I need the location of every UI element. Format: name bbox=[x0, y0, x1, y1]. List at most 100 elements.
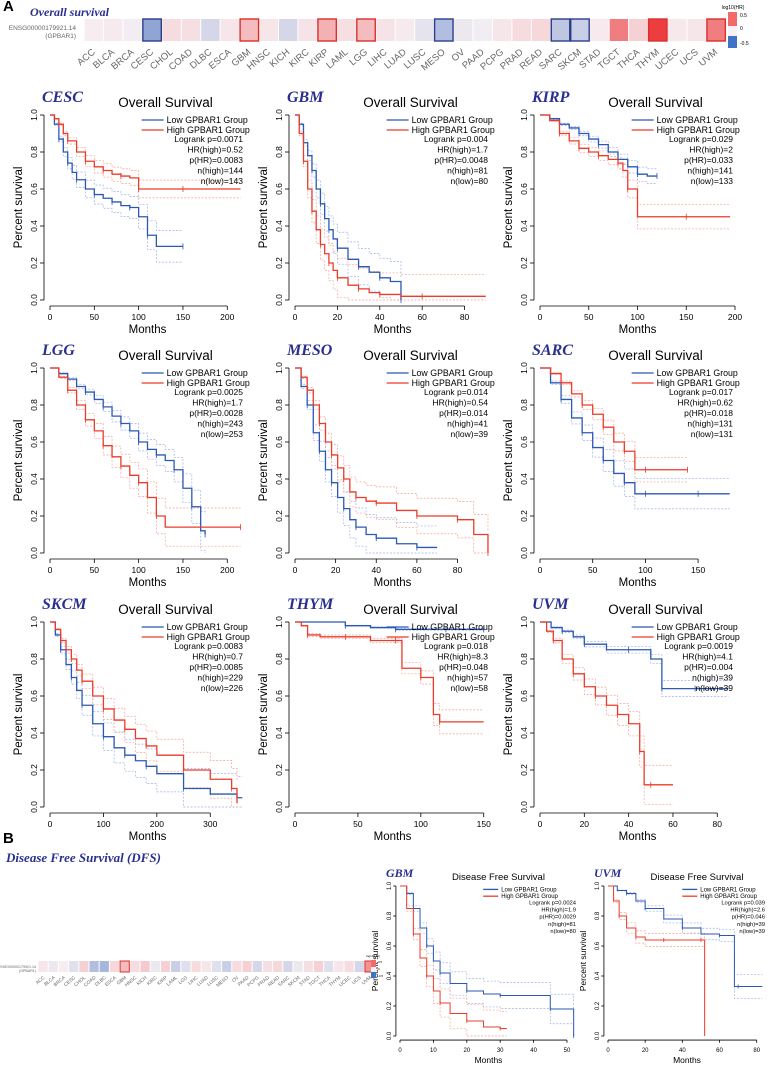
dfs-heat-cell-meso bbox=[222, 961, 232, 972]
scale-low-swatch bbox=[728, 36, 737, 48]
os-gene-id: ENSG00000179921.14 bbox=[9, 25, 77, 32]
x-tick-label: 60 bbox=[417, 312, 427, 322]
y-tick-label: 0.8 bbox=[519, 399, 529, 411]
x-tick-label: 0 bbox=[48, 312, 53, 322]
os-heat-cell-skcm bbox=[570, 18, 590, 42]
plot-title: Disease Free Survival bbox=[452, 872, 545, 883]
cancer-label: KIRP bbox=[531, 89, 570, 106]
panel-label-b: B bbox=[3, 830, 14, 847]
cancer-label: GBM bbox=[386, 866, 414, 880]
y-axis-label: Percent survival bbox=[578, 931, 588, 992]
stat-line: n(low)=39 bbox=[450, 429, 488, 439]
series-line-low bbox=[400, 885, 575, 1036]
x-tick-label: 50 bbox=[353, 819, 363, 829]
stat-line: HR(high)=1.7 bbox=[437, 145, 488, 155]
scale-tick-mid: 0 bbox=[740, 26, 743, 32]
dfs-heat-cell-luad bbox=[201, 961, 211, 972]
dfs-gene-id: ENSG00000179921.14 bbox=[0, 965, 36, 969]
cancer-label: MESO bbox=[286, 342, 333, 359]
x-tick-label: 60 bbox=[668, 819, 678, 829]
scale-title: log10(HR) bbox=[722, 5, 745, 11]
dfs-color-scale: log10(HR) 0.5 0 -0.5 bbox=[366, 954, 384, 978]
os-heat-label-ucs: UCS bbox=[678, 47, 700, 68]
stat-line: n(high)=39 bbox=[692, 673, 733, 683]
os-heat-cell-luad bbox=[395, 19, 415, 41]
dfs-heat-cell-prad bbox=[262, 961, 273, 972]
dfs-heat-cell-hnsc bbox=[130, 961, 140, 972]
dfs-heat-label-lihc: LIHC bbox=[187, 975, 200, 987]
stat-line: p(HR)=0.014 bbox=[439, 408, 488, 418]
series-line-high bbox=[400, 885, 507, 1029]
y-tick-label: 0.2 bbox=[29, 510, 39, 522]
stat-line: Logrank p=0.014 bbox=[424, 387, 488, 397]
scale-tick-low: -0.5 bbox=[740, 41, 749, 47]
panel-label-a: A bbox=[3, 0, 14, 15]
stat-line: Logrank p=0.017 bbox=[669, 387, 733, 397]
y-tick-label: 1.0 bbox=[519, 616, 529, 628]
ci-upper-high bbox=[608, 885, 706, 1018]
os-heat-cell-thym bbox=[647, 18, 668, 42]
ci-upper-high bbox=[540, 367, 688, 458]
dfs-heat-cell-thca bbox=[324, 961, 334, 972]
y-axis-label: Percent survival bbox=[258, 674, 270, 756]
legend-low-label: Low GPBAR1 Group bbox=[657, 115, 738, 125]
os-heat-cell-paad bbox=[473, 19, 492, 41]
stat-line: n(low)=253 bbox=[201, 429, 244, 439]
y-tick-label: 0.6 bbox=[519, 183, 529, 195]
dfs-heat-cell-sarc bbox=[283, 961, 293, 972]
y-tick-label: 0.6 bbox=[595, 941, 601, 950]
y-tick-label: 0.6 bbox=[29, 183, 39, 195]
x-tick-label: 100 bbox=[638, 565, 652, 575]
stat-line: HR(high)=2 bbox=[689, 145, 733, 155]
ci-upper-low bbox=[295, 114, 402, 278]
os-heat-cell-acc bbox=[84, 19, 103, 41]
y-tick-label: 0.4 bbox=[274, 727, 284, 739]
stat-line: n(low)=226 bbox=[201, 683, 244, 693]
os-heat-cell-kich bbox=[279, 19, 298, 41]
cancer-label: GBM bbox=[287, 89, 324, 106]
x-axis-label: Months bbox=[673, 1055, 701, 1065]
y-tick-label: 0.0 bbox=[519, 294, 529, 306]
plot-title: Overall Survival bbox=[608, 348, 703, 363]
y-tick-label: 1.0 bbox=[29, 616, 39, 628]
dfs-heat-cell-kirp bbox=[160, 961, 171, 972]
y-tick-label: 1.0 bbox=[387, 881, 393, 890]
x-tick-label: 40 bbox=[375, 312, 385, 322]
legend-low-label: Low GPBAR1 Group bbox=[412, 622, 493, 632]
x-tick-label: 100 bbox=[630, 312, 644, 322]
y-tick-label: 0.6 bbox=[519, 690, 529, 702]
ci-lower-low bbox=[295, 114, 401, 301]
x-tick-label: 0 bbox=[538, 312, 543, 322]
legend-high-label: High GPBAR1 Group bbox=[412, 125, 495, 135]
y-tick-label: 0.4 bbox=[29, 473, 39, 485]
stat-line: n(low)=143 bbox=[201, 176, 244, 186]
x-tick-label: 20 bbox=[463, 1048, 470, 1054]
os-heat-cell-ov bbox=[454, 19, 473, 41]
x-tick-label: 150 bbox=[176, 312, 190, 322]
os-heat-cell-stad bbox=[590, 19, 609, 41]
x-axis-label: Months bbox=[374, 831, 412, 843]
x-tick-label: 200 bbox=[220, 565, 234, 575]
x-tick-label: 60 bbox=[716, 1048, 723, 1054]
y-tick-label: 0.0 bbox=[274, 801, 284, 813]
stat-line: p(HR)=0.0083 bbox=[189, 155, 243, 165]
ci-upper-high bbox=[400, 885, 507, 1012]
survival-chart-gbm-dfs: GBM Disease Free Survival 0.0 0.2 0.4 0.6 0.8 1… bbox=[370, 866, 577, 1065]
x-axis-label: Months bbox=[129, 577, 167, 589]
os-heat-cell-esca bbox=[220, 19, 240, 41]
stat-line: HR(high)=8.3 bbox=[437, 652, 488, 662]
y-tick-label: 1.0 bbox=[274, 616, 284, 628]
survival-charts: CESC Overall Survival 0.0 0.2 0.4 0.6 0.8 1.0 0 5… bbox=[13, 89, 765, 1065]
stat-line: HR(high)=0.62 bbox=[677, 398, 733, 408]
dfs-heat-cell-ucs bbox=[354, 961, 364, 972]
y-tick-label: 0.4 bbox=[274, 473, 284, 485]
y-axis-label: Percent survival bbox=[503, 167, 515, 249]
x-tick-label: 20 bbox=[333, 312, 343, 322]
y-tick-label: 0.4 bbox=[29, 727, 39, 739]
dfs-heat-cell-read bbox=[273, 961, 283, 972]
ci-lower-high bbox=[50, 367, 241, 547]
y-tick-label: 0.2 bbox=[519, 510, 529, 522]
y-tick-label: 1.0 bbox=[595, 881, 601, 890]
dfs-gene-name: (GPBAR1) bbox=[19, 969, 36, 973]
dfs-scale-title: log10(HR) bbox=[366, 954, 380, 958]
